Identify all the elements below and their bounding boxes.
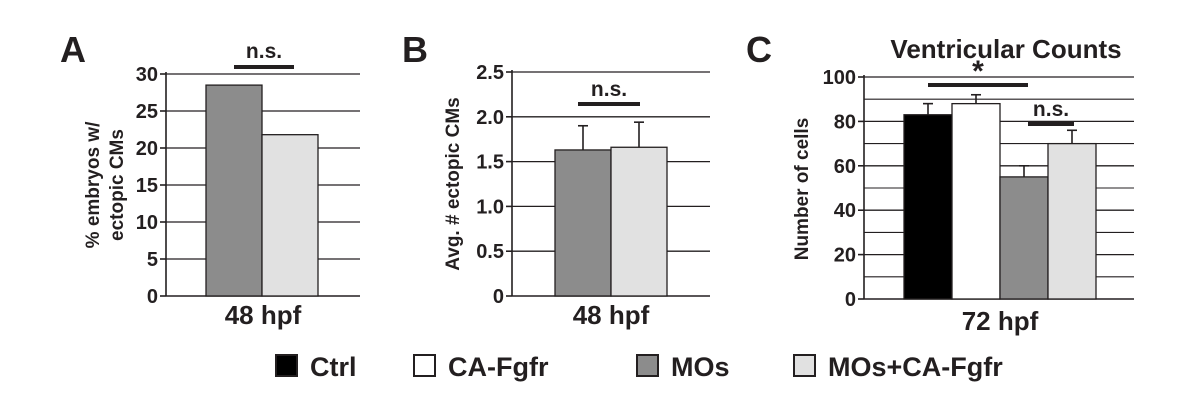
y-axis-label: Avg. # ectopic CMs — [443, 97, 464, 271]
x-axis-label: 48 hpf — [573, 300, 650, 330]
y-tick-label: 40 — [834, 200, 856, 222]
legend-label: MOs — [671, 352, 730, 382]
bar-mos-ca-fgfr — [1047, 142, 1097, 300]
panel-letter-a: A — [60, 29, 86, 70]
x-axis-label: 48 hpf — [225, 300, 302, 330]
legend-swatch — [275, 354, 298, 377]
significance-label: n.s. — [1033, 98, 1069, 121]
y-tick-label: 0.5 — [476, 241, 504, 263]
legend-swatch — [793, 354, 816, 377]
y-tick-label: 2.5 — [476, 62, 504, 84]
legend-label: MOs+CA-Fgfr — [828, 352, 1003, 382]
bar-mos — [554, 149, 612, 297]
bar-ctrl — [903, 114, 953, 300]
y-tick-label: 5 — [147, 249, 158, 271]
significance-label: n.s. — [246, 40, 282, 63]
y-tick-label: 25 — [136, 101, 158, 123]
y-tick-label: 0 — [147, 286, 158, 308]
bar-mos — [205, 84, 263, 297]
y-tick-label: 20 — [136, 138, 158, 160]
legend-swatch — [413, 354, 436, 377]
y-tick-label: 15 — [136, 175, 158, 197]
chart-title: Ventricular Counts — [890, 34, 1121, 64]
panel-b: B 0 0.5 1.0 1.5 2.0 2.5 n.s. Avg. # ectopic CMs… — [402, 29, 710, 330]
bar-mos-ca-fgfr — [261, 134, 319, 297]
y-tick-label: 2.0 — [476, 107, 504, 129]
y-tick-label: 80 — [834, 111, 856, 133]
y-axis-label: ectopic CMs — [107, 129, 128, 241]
legend-swatch — [636, 354, 659, 377]
bar-mos — [999, 176, 1049, 300]
y-axis-label: % embryos w/ — [83, 121, 104, 248]
y-tick-label: 20 — [834, 245, 856, 267]
x-axis-label: 72 hpf — [962, 306, 1039, 336]
y-tick-label: 0 — [845, 289, 856, 311]
panel-a: A 0 5 10 15 20 25 30 n.s. % embryos w/ectopic CM… — [60, 29, 360, 330]
y-axis-label: Number of cells — [792, 118, 813, 261]
legend-label: Ctrl — [310, 352, 357, 382]
panel-letter-c: C — [746, 29, 772, 70]
legend: Ctrl CA-Fgfr MOs MOs+CA-Fgfr — [275, 352, 1003, 382]
y-tick-label: 60 — [834, 156, 856, 178]
panel-c: C 0 20 40 60 80 100 * n.s. Number of cells 72 hpf… — [746, 29, 1134, 336]
significance-label: * — [972, 55, 984, 88]
y-tick-label: 1.0 — [476, 196, 504, 218]
y-tick-label: 10 — [136, 212, 158, 234]
bar-ca-fgfr — [951, 102, 1001, 300]
legend-label: CA-Fgfr — [448, 352, 549, 382]
bar-mos-ca-fgfr — [610, 146, 668, 297]
significance-label: n.s. — [591, 78, 627, 101]
y-tick-label: 100 — [823, 67, 856, 89]
y-tick-label: 1.5 — [476, 152, 504, 174]
y-tick-label: 30 — [136, 64, 158, 86]
y-tick-label: 0 — [493, 286, 504, 308]
panel-letter-b: B — [402, 29, 428, 70]
